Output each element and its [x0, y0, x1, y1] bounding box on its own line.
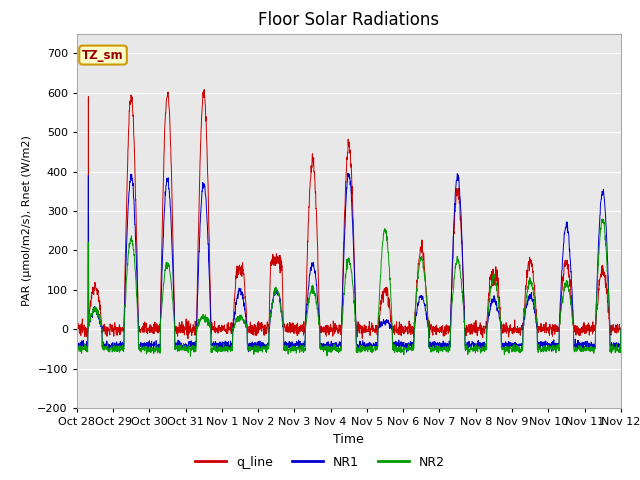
NR2	[225, 346, 232, 352]
NR1	[344, 170, 352, 176]
NR2	[569, 321, 577, 326]
q_line	[377, 304, 385, 310]
q_line	[73, 327, 81, 333]
NR1	[403, 349, 410, 355]
q_line	[508, 327, 515, 333]
q_line	[225, 324, 233, 330]
NR2	[507, 346, 515, 351]
NR1	[570, 317, 577, 323]
NR1	[376, 321, 384, 326]
NR2	[73, 348, 81, 353]
NR2	[617, 326, 625, 332]
Y-axis label: PAR (μmol/m2/s), Rnet (W/m2): PAR (μmol/m2/s), Rnet (W/m2)	[22, 135, 32, 306]
NR2	[376, 273, 384, 279]
Line: q_line: q_line	[77, 90, 621, 338]
q_line	[200, 87, 208, 93]
q_line	[184, 336, 192, 341]
q_line	[617, 326, 625, 332]
NR2	[598, 216, 606, 222]
X-axis label: Time: Time	[333, 432, 364, 445]
Text: TZ_sm: TZ_sm	[82, 48, 124, 61]
NR1	[225, 339, 232, 345]
NR2	[584, 345, 592, 351]
NR1	[584, 344, 592, 350]
NR1	[508, 344, 515, 350]
q_line	[570, 322, 577, 328]
NR2	[187, 353, 195, 359]
Line: NR2: NR2	[77, 219, 621, 356]
Legend: q_line, NR1, NR2: q_line, NR1, NR2	[190, 451, 450, 474]
Line: NR1: NR1	[77, 173, 621, 352]
NR1	[365, 344, 372, 350]
q_line	[365, 324, 372, 329]
NR2	[365, 347, 372, 352]
Title: Floor Solar Radiations: Floor Solar Radiations	[258, 11, 440, 29]
NR1	[73, 342, 81, 348]
NR1	[617, 326, 625, 332]
q_line	[584, 327, 592, 333]
